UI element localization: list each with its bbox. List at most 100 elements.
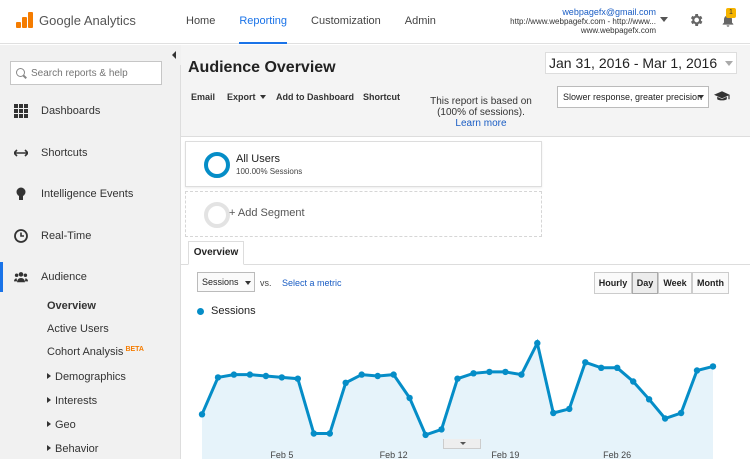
collapse-sidebar-button[interactable] (168, 45, 181, 65)
nav-admin[interactable]: Admin (404, 15, 436, 27)
sidebar-sub-overview[interactable]: Overview (47, 300, 96, 312)
sidebar-sub-active-users[interactable]: Active Users (47, 323, 109, 335)
app-title: Google Analytics (39, 12, 136, 28)
sessions-point[interactable] (486, 368, 493, 376)
nav-customization[interactable]: Customization (311, 15, 381, 27)
chevron-right-icon (47, 445, 51, 451)
chevron-down-icon[interactable] (725, 61, 733, 66)
sessions-point[interactable] (566, 405, 573, 413)
nav-reporting[interactable]: Reporting (239, 0, 288, 44)
sidebar-item-audience[interactable]: Audience (0, 262, 180, 292)
sessions-point[interactable] (518, 371, 525, 378)
sampling-note: This report is based on (100% of session… (413, 96, 549, 129)
sessions-area (202, 343, 713, 459)
export-button[interactable]: Export (227, 92, 266, 102)
sidebar-item-label: Audience (41, 271, 87, 283)
sidebar-item-label: Dashboards (41, 105, 101, 117)
caret-down-icon (698, 95, 704, 99)
account-selector[interactable]: webpagefx@gmail.com http://www.webpagefx… (510, 7, 656, 36)
segment-detail: 100.00% Sessions (236, 167, 303, 176)
sessions-point[interactable] (374, 372, 381, 380)
sessions-point[interactable] (198, 411, 206, 418)
email-button[interactable]: Email (191, 92, 216, 102)
sidebar-item-dashboards[interactable]: Dashboards (0, 96, 180, 126)
gear-icon[interactable] (688, 12, 704, 28)
add-segment-button[interactable]: + Add Segment (185, 191, 542, 237)
sidebar-item-label: Real-Time (41, 230, 92, 242)
google-analytics-logo[interactable]: Google Analytics (16, 12, 136, 28)
sessions-point[interactable] (390, 371, 397, 378)
sessions-point[interactable] (358, 371, 365, 378)
graduation-cap-icon[interactable] (714, 89, 730, 103)
sessions-point[interactable] (550, 409, 557, 417)
sidebar-item-label: Intelligence Events (41, 188, 134, 200)
account-email: webpagefx@gmail.com (562, 7, 656, 17)
sessions-point[interactable] (598, 364, 605, 371)
date-range-picker[interactable]: Jan 31, 2016 - Mar 1, 2016 (545, 52, 737, 74)
sessions-point[interactable] (246, 371, 254, 378)
sessions-point[interactable] (438, 426, 445, 433)
sessions-point[interactable] (661, 415, 669, 422)
sessions-point[interactable] (294, 375, 301, 382)
report-header: Audience Overview Jan 31, 2016 - Mar 1, … (181, 45, 750, 137)
sessions-point[interactable] (278, 374, 285, 381)
sessions-point[interactable] (214, 374, 222, 381)
granularity-week[interactable]: Week (658, 272, 692, 294)
sessions-point[interactable] (470, 370, 477, 377)
search-input[interactable] (10, 61, 162, 85)
sessions-line-chart[interactable]: Feb 5 Feb 12 Feb 19 Feb 26 (181, 325, 750, 459)
granularity-hourly[interactable]: Hourly (594, 272, 632, 294)
tab-overview[interactable]: Overview (188, 241, 244, 265)
sessions-point[interactable] (262, 372, 270, 380)
granularity-month[interactable]: Month (692, 272, 729, 294)
x-tick-label: Feb 19 (491, 450, 519, 459)
sessions-point[interactable] (645, 396, 653, 403)
x-tick-label: Feb 26 (603, 450, 631, 459)
sessions-point[interactable] (534, 339, 541, 347)
nav-home[interactable]: Home (186, 15, 216, 27)
sidebar-sub-interests[interactable]: Interests (47, 395, 97, 407)
sessions-point[interactable] (326, 430, 333, 437)
segment-name: All Users (236, 153, 281, 165)
sampling-select[interactable]: Slower response, greater precision (557, 86, 709, 108)
caret-down-icon (245, 281, 251, 285)
add-segment-label: + Add Segment (229, 207, 305, 219)
sessions-point[interactable] (693, 367, 701, 374)
select-metric-link[interactable]: Select a metric (282, 278, 342, 288)
sidebar-item-intelligence-events[interactable]: Intelligence Events (0, 179, 180, 209)
sessions-point[interactable] (709, 363, 717, 370)
sessions-point[interactable] (677, 409, 685, 417)
beta-badge: BETA (125, 346, 144, 353)
sessions-point[interactable] (422, 431, 429, 439)
sessions-point[interactable] (502, 368, 509, 376)
sidebar-sub-label: Geo (55, 419, 76, 431)
sidebar-sub-demographics[interactable]: Demographics (47, 371, 126, 383)
sidebar-sub-geo[interactable]: Geo (47, 419, 76, 431)
sidebar-sub-cohort-analysis[interactable]: Cohort Analysis BETA (47, 346, 144, 358)
sidebar-sub-behavior[interactable]: Behavior (47, 443, 98, 455)
sessions-point[interactable] (454, 375, 461, 382)
sessions-point[interactable] (230, 371, 238, 378)
shortcut-button[interactable]: Shortcut (363, 92, 400, 102)
sidebar-sub-label: Demographics (55, 371, 126, 383)
sessions-point[interactable] (614, 364, 621, 371)
granularity-day[interactable]: Day (632, 272, 658, 294)
sessions-point[interactable] (630, 378, 637, 385)
sampling-note-line1: This report is based on (430, 96, 532, 107)
segment-all-users[interactable]: All Users 100.00% Sessions (185, 141, 542, 187)
top-bar: Google Analytics Home Reporting Customiz… (0, 0, 750, 44)
metric-select[interactable]: Sessions (197, 272, 255, 292)
sessions-point[interactable] (310, 430, 317, 437)
add-to-dashboard-button[interactable]: Add to Dashboard (276, 92, 354, 102)
chevron-down-icon[interactable] (660, 17, 668, 22)
sidebar-sub-label: Interests (55, 395, 98, 407)
chevron-right-icon (47, 397, 51, 403)
legend-swatch (197, 308, 204, 315)
learn-more-link[interactable]: Learn more (455, 118, 507, 129)
sessions-point[interactable] (406, 394, 413, 402)
sidebar-item-shortcuts[interactable]: Shortcuts (0, 138, 180, 168)
sessions-point[interactable] (582, 359, 589, 366)
sessions-point[interactable] (342, 379, 349, 386)
sidebar-item-real-time[interactable]: Real-Time (0, 221, 180, 251)
chart-scroll-handle[interactable] (443, 439, 481, 449)
